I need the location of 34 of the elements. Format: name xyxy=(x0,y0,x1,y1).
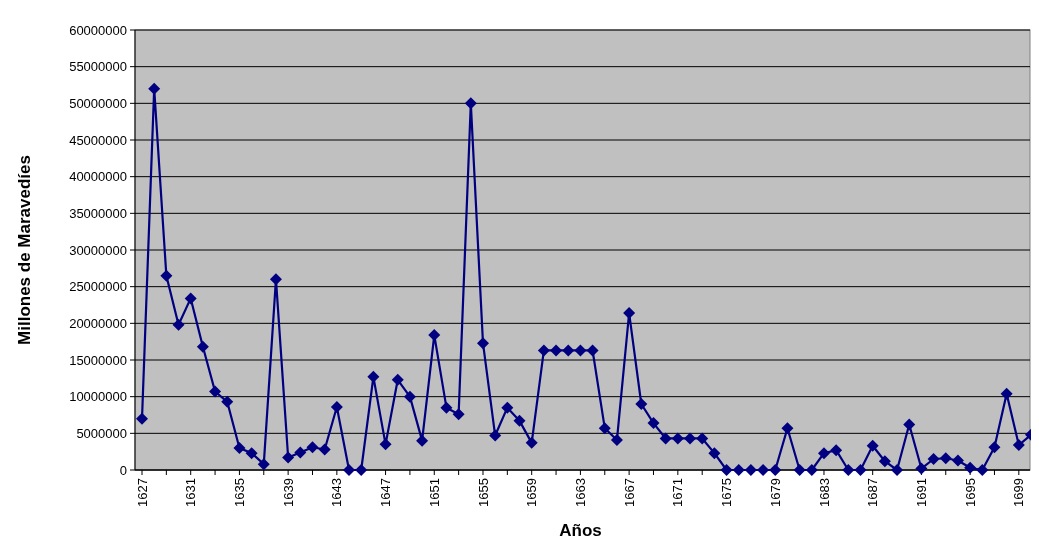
y-tick-label: 55000000 xyxy=(69,59,127,75)
x-tick-label: 1695 xyxy=(962,478,978,507)
y-tick-label: 30000000 xyxy=(69,242,127,258)
x-tick-label: 1643 xyxy=(329,478,345,507)
x-tick-label: 1675 xyxy=(719,478,735,507)
x-tick-label: 1651 xyxy=(426,478,442,507)
x-tick-label: 1655 xyxy=(475,478,491,507)
x-tick-label: 1699 xyxy=(1011,478,1027,507)
y-tick-label: 0 xyxy=(119,462,127,478)
y-tick-label: 10000000 xyxy=(69,389,127,405)
x-tick-label: 1671 xyxy=(670,478,686,507)
y-tick-label: 25000000 xyxy=(69,279,127,295)
y-tick-label: 5000000 xyxy=(76,425,127,441)
x-tick-label: 1687 xyxy=(865,478,881,507)
y-tick-label: 60000000 xyxy=(69,22,127,38)
y-tick-label: 20000000 xyxy=(69,315,127,331)
x-tick-label: 1679 xyxy=(767,478,783,507)
x-tick-label: 1683 xyxy=(816,478,832,507)
y-tick-label: 45000000 xyxy=(69,132,127,148)
y-tick-label: 40000000 xyxy=(69,169,127,185)
x-tick-label: 1659 xyxy=(524,478,540,507)
x-axis-title: Años xyxy=(559,521,602,540)
y-tick-label: 15000000 xyxy=(69,352,127,368)
y-tick-label: 50000000 xyxy=(69,95,127,111)
x-tick-label: 1627 xyxy=(134,478,150,507)
x-tick-label: 1631 xyxy=(183,478,199,507)
x-tick-label: 1647 xyxy=(378,478,394,507)
y-tick-label: 35000000 xyxy=(69,205,127,221)
x-tick-label: 1667 xyxy=(621,478,637,507)
x-tick-label: 1635 xyxy=(231,478,247,507)
x-tick-label: 1639 xyxy=(280,478,296,507)
x-tick-label: 1691 xyxy=(913,478,929,507)
x-tick-label: 1663 xyxy=(572,478,588,507)
y-axis-title: Millones de Maravedíes xyxy=(15,155,34,345)
